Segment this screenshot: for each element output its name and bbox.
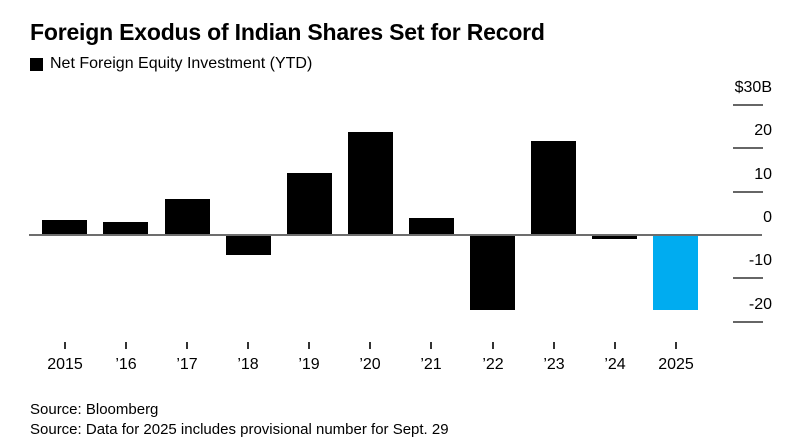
bar-21	[409, 218, 454, 236]
x-axis-label: ’23	[543, 356, 565, 373]
bar-23	[531, 141, 576, 236]
x-axis-tick	[186, 342, 188, 349]
source-line-2: Source: Data for 2025 includes provision…	[30, 421, 449, 438]
y-axis-tick	[733, 277, 763, 279]
y-axis-label: $30B	[734, 79, 772, 96]
bar-22	[470, 234, 515, 310]
x-axis-label: ’19	[298, 356, 320, 373]
y-axis-tick	[733, 191, 763, 193]
x-axis-tick	[614, 342, 616, 349]
y-axis-label: -10	[748, 252, 772, 269]
x-axis-tick	[308, 342, 310, 349]
legend: Net Foreign Equity Investment (YTD)	[30, 55, 312, 73]
x-axis-tick	[247, 342, 249, 349]
bar-16	[103, 222, 148, 236]
bar-20	[348, 132, 393, 236]
bar-2015	[42, 220, 87, 236]
y-axis-tick	[733, 104, 763, 106]
bar-18	[226, 234, 271, 255]
chart-title: Foreign Exodus of Indian Shares Set for …	[30, 19, 545, 45]
x-axis-tick	[492, 342, 494, 349]
legend-label: Net Foreign Equity Investment (YTD)	[50, 55, 313, 72]
x-axis-label: ’21	[420, 356, 442, 373]
legend-swatch-icon	[30, 57, 43, 71]
x-axis-label: ’17	[176, 356, 198, 373]
zero-axis-line	[29, 234, 762, 236]
x-axis-tick	[125, 342, 127, 349]
y-axis-tick	[733, 321, 763, 323]
x-axis-label: 2015	[47, 356, 83, 373]
x-axis-tick	[430, 342, 432, 349]
bar-24	[592, 234, 637, 239]
x-axis-label: ’24	[604, 356, 626, 373]
x-axis-label: 2025	[658, 356, 694, 373]
y-axis-label: 10	[754, 166, 772, 183]
y-axis-label: -20	[748, 296, 772, 313]
x-axis-label: ’16	[115, 356, 137, 373]
source-line-1: Source: Bloomberg	[30, 401, 159, 418]
y-axis-label: 20	[754, 122, 772, 139]
bar-2025	[653, 234, 698, 310]
y-axis-label: 0	[763, 209, 772, 226]
x-axis-label: ’18	[237, 356, 259, 373]
x-axis-tick	[64, 342, 66, 349]
x-axis-label: ’22	[482, 356, 504, 373]
x-axis-tick	[675, 342, 677, 349]
y-axis-tick	[733, 147, 763, 149]
bar-19	[287, 173, 332, 236]
x-axis-tick	[553, 342, 555, 349]
bar-17	[165, 199, 210, 236]
x-axis-label: ’20	[359, 356, 381, 373]
x-axis-tick	[369, 342, 371, 349]
